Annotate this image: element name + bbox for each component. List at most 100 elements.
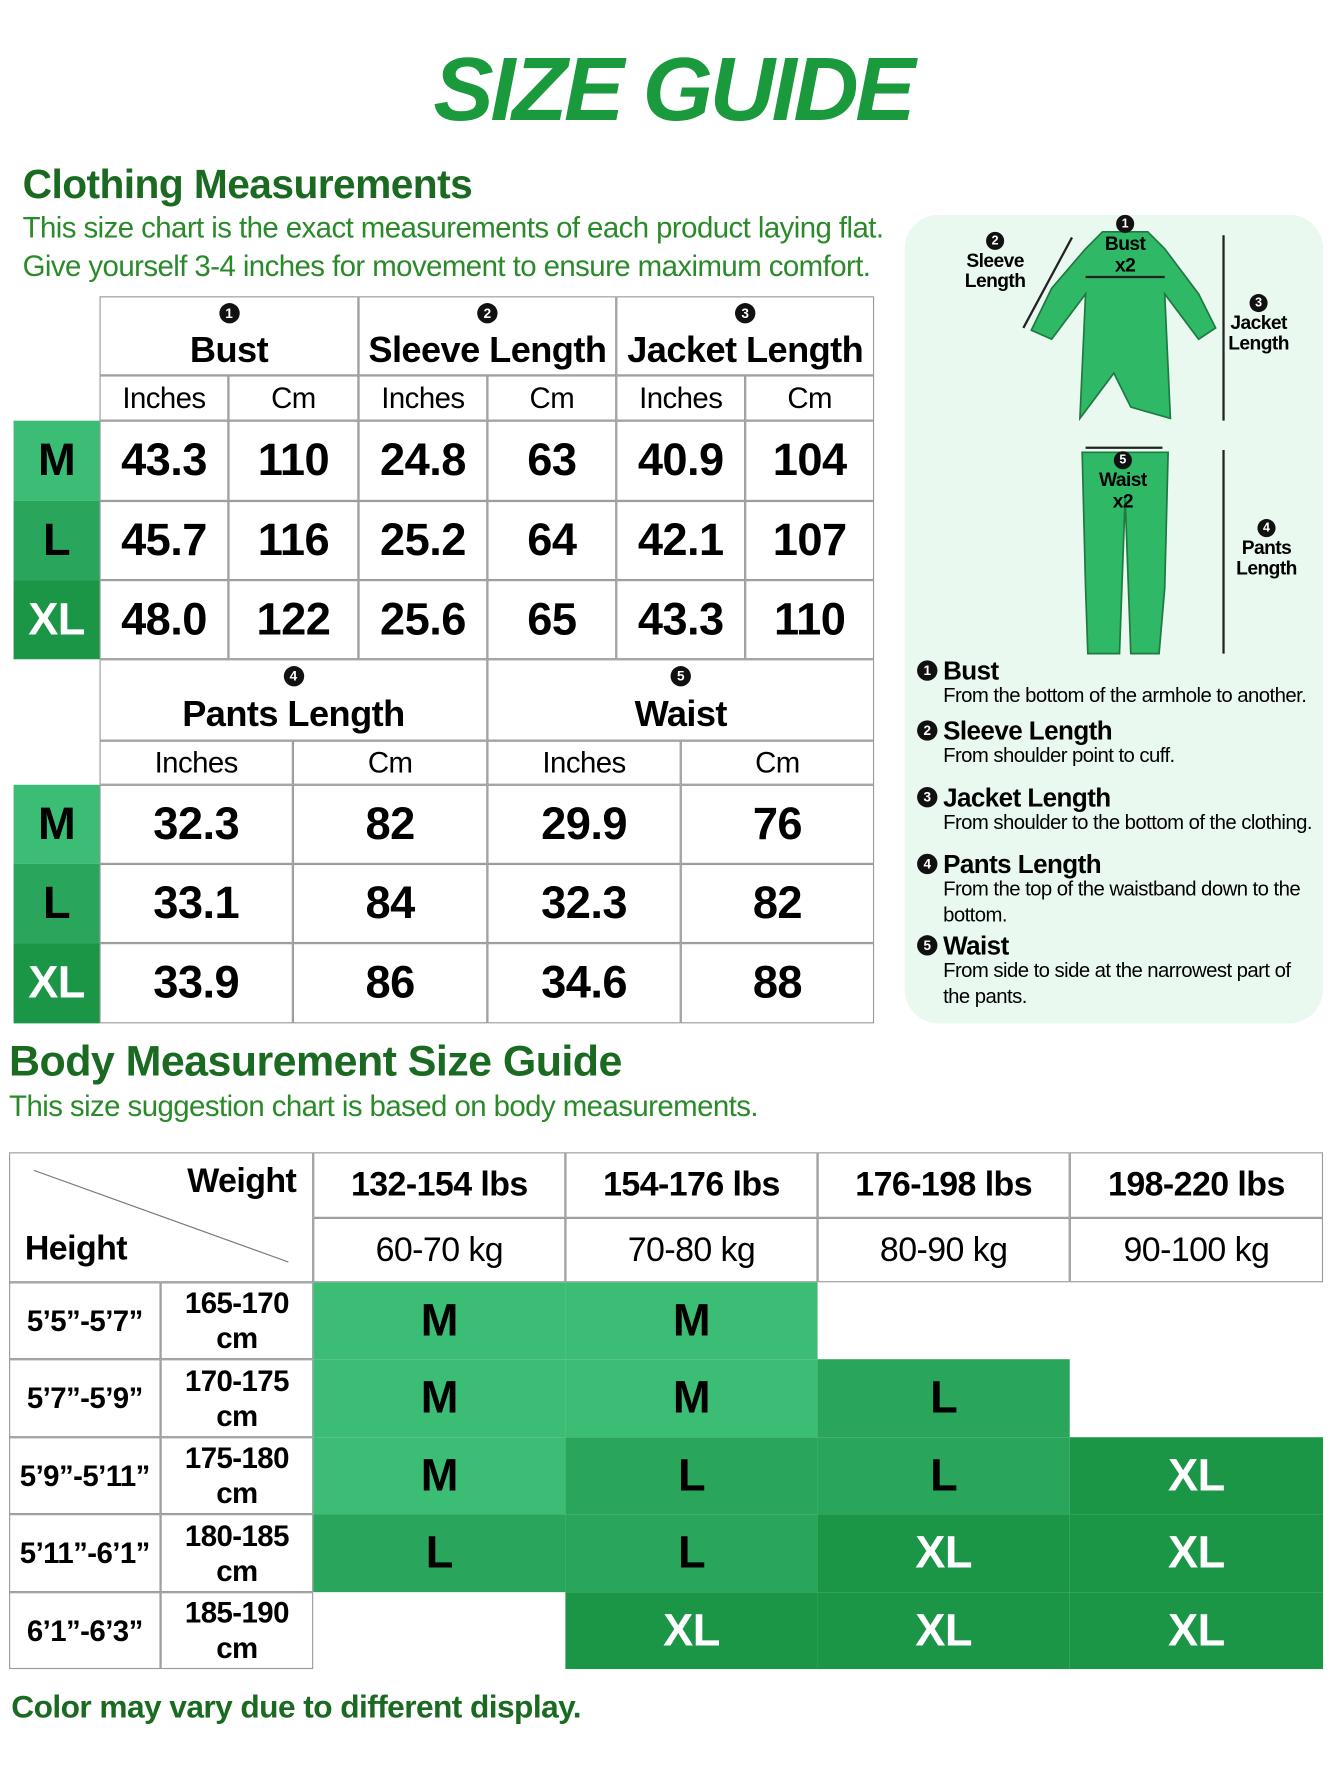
diagram-label-extra: x2 — [1115, 254, 1136, 276]
unit-header: Cm — [745, 375, 875, 421]
measurement: 42.1 — [616, 500, 746, 581]
measurement: 82 — [292, 784, 488, 864]
measurement: 88 — [680, 943, 875, 1024]
description: This size suggestion chart is based on b… — [9, 1088, 759, 1123]
definition-text: From shoulder point to cuff. — [943, 744, 1175, 767]
measurement: 116 — [228, 500, 359, 581]
group-name: Jacket Length — [627, 328, 864, 370]
measurement: 29.9 — [487, 784, 681, 864]
size-cell: L — [565, 1437, 818, 1515]
footer-note: Color may vary due to different display. — [11, 1689, 582, 1725]
corner-weight: Weight — [187, 1162, 297, 1200]
group-header — [358, 296, 617, 376]
number-badge: 3 — [917, 787, 938, 808]
measurement: 104 — [745, 420, 875, 501]
number-badge: 2 — [477, 303, 498, 324]
weight-lbs: 132-154 lbs — [313, 1152, 566, 1218]
size-cell: XL — [817, 1592, 1070, 1670]
unit-header: Cm — [292, 740, 488, 785]
weight-lbs: 176-198 lbs — [817, 1152, 1070, 1218]
number-badge: 2 — [917, 720, 938, 741]
measurement: 84 — [292, 863, 488, 944]
measurement: 63 — [487, 420, 617, 501]
size-cell — [1070, 1359, 1323, 1437]
measurement: 40.9 — [616, 420, 746, 501]
description: This size chart is the exact measurement… — [22, 210, 884, 245]
weight-kg: 90-100 kg — [1069, 1217, 1324, 1283]
unit-header: Inches — [487, 740, 681, 785]
size-label: XL — [13, 943, 100, 1024]
measurement: 110 — [745, 580, 875, 660]
number-badge: 2 — [986, 231, 1005, 250]
measurement: 122 — [228, 580, 359, 660]
unit-header: Inches — [99, 740, 293, 785]
definition-term: Bust — [943, 655, 999, 686]
size-cell — [313, 1592, 565, 1669]
height-cm: 180-185 cm — [160, 1514, 314, 1593]
size-label: L — [13, 863, 100, 944]
height-cm: 175-180 cm — [160, 1437, 314, 1515]
measurement: 65 — [487, 580, 617, 660]
size-cell — [818, 1282, 1070, 1359]
unit-header: Cm — [228, 375, 359, 421]
group-header — [99, 659, 488, 741]
group-name: Bust — [189, 328, 269, 370]
measurement: 32.3 — [99, 784, 293, 864]
size-label: XL — [13, 580, 100, 660]
size-label: L — [13, 500, 100, 581]
size-label: M — [13, 784, 100, 864]
size-cell: XL — [565, 1592, 818, 1670]
measurement: 32.3 — [487, 863, 681, 944]
size-cell: L — [817, 1359, 1070, 1438]
number-badge: 1 — [218, 303, 240, 324]
size-cell: XL — [817, 1514, 1070, 1593]
number-badge: 1 — [1116, 214, 1135, 233]
group-header — [99, 296, 359, 376]
group-name: Sleeve Length — [368, 328, 607, 370]
measurement: 107 — [745, 500, 875, 581]
measurement: 43.3 — [616, 580, 746, 660]
diagram-label: Waist — [1099, 469, 1147, 491]
group-name: Pants Length — [182, 692, 405, 734]
weight-lbs: 154-176 lbs — [565, 1152, 818, 1218]
number-badge: 4 — [283, 666, 304, 687]
size-cell: M — [313, 1359, 566, 1438]
description: Give yourself 3-4 inches for movement to… — [22, 248, 871, 283]
size-cell: XL — [1069, 1592, 1324, 1670]
measurement: 33.1 — [99, 863, 293, 944]
diagram-label: Jacket Length — [1228, 312, 1289, 354]
number-badge: 3 — [735, 303, 756, 324]
measurement: 45.7 — [99, 500, 229, 581]
measurement: 24.8 — [358, 420, 488, 501]
definition-text: From the bottom of the armhole to anothe… — [943, 684, 1307, 707]
definition-term: Pants Length — [943, 849, 1102, 879]
measurement: 110 — [228, 420, 359, 501]
number-badge: 5 — [670, 666, 691, 687]
size-cell: L — [565, 1514, 818, 1593]
diagram-label-extra: x2 — [1112, 490, 1134, 513]
size-label: M — [13, 420, 100, 501]
size-cell: XL — [1069, 1437, 1324, 1515]
unit-header: Inches — [358, 375, 488, 421]
definition-text: From side to side at the narrowest part … — [943, 958, 1291, 1008]
number-badge: 5 — [917, 935, 938, 956]
definition-text: From shoulder to the bottom of the cloth… — [943, 810, 1312, 834]
definition-term: Waist — [943, 930, 1009, 961]
size-cell: L — [313, 1514, 566, 1593]
size-cell: L — [817, 1437, 1070, 1515]
corner-cell — [9, 1152, 314, 1283]
number-badge: 4 — [917, 853, 938, 875]
number-badge: 1 — [917, 660, 938, 681]
measurement: 34.6 — [487, 943, 681, 1024]
diagram-label: Sleeve Length — [964, 249, 1026, 292]
corner-height: Height — [24, 1230, 128, 1268]
measurement: 33.9 — [99, 943, 293, 1024]
diagram-label: Pants Length — [1236, 537, 1297, 579]
size-cell: M — [565, 1282, 818, 1360]
height-feet: 6’1”-6’3” — [9, 1592, 161, 1670]
section-title: Body Measurement Size Guide — [9, 1038, 622, 1086]
measurement: 82 — [680, 863, 875, 944]
measurement: 86 — [292, 943, 488, 1024]
